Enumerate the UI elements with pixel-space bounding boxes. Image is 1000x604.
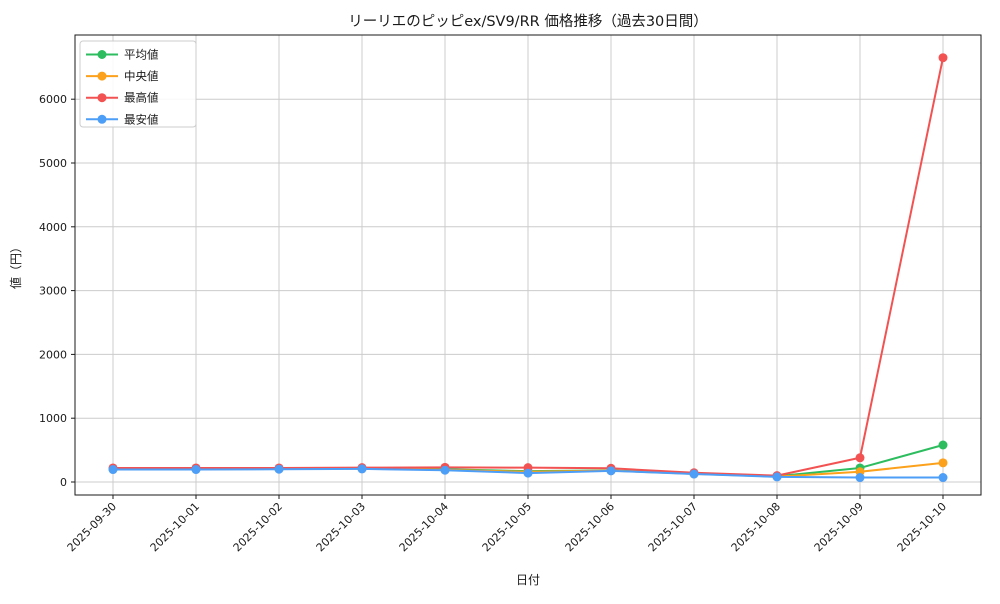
x-tick-label: 2025-09-30 — [65, 500, 119, 554]
data-point — [938, 53, 948, 63]
y-tick-label: 4000 — [39, 221, 67, 234]
data-point — [938, 458, 948, 468]
y-tick-label: 1000 — [39, 412, 67, 425]
legend-label: 平均値 — [124, 48, 159, 62]
x-tick-labels: 2025-09-30 2025-10-01 2025-10-02 2025-10-03… — [65, 500, 949, 554]
axis-ticks — [71, 98, 944, 499]
x-tick-label: 2025-10-07 — [646, 500, 700, 554]
grid-lines — [75, 35, 981, 495]
data-point — [938, 440, 948, 450]
legend-label: 最安値 — [124, 112, 159, 126]
data-point — [523, 468, 533, 478]
x-tick-label: 2025-10-09 — [812, 500, 866, 554]
data-point — [357, 464, 367, 474]
x-tick-label: 2025-10-05 — [480, 500, 534, 554]
x-tick-label: 2025-10-06 — [563, 500, 617, 554]
data-point — [855, 453, 865, 463]
y-tick-label: 2000 — [39, 348, 67, 361]
data-series — [108, 53, 948, 483]
legend-box — [79, 40, 197, 128]
data-point — [772, 472, 782, 482]
legend-dot-marker — [97, 114, 107, 124]
legend-dot-marker — [97, 71, 107, 81]
y-tick-label: 5000 — [39, 157, 67, 170]
chart-title: リーリエのピッピex/SV9/RR 価格推移（過去30日間） — [348, 13, 708, 30]
y-tick-labels: 0 1000 2000 3000 4000 5000 6000 — [39, 93, 67, 489]
legend-dot-marker — [97, 93, 107, 103]
data-point — [606, 466, 616, 476]
series-最安値 — [108, 464, 948, 483]
data-point — [855, 473, 865, 483]
data-point — [440, 465, 450, 475]
x-tick-label: 2025-10-01 — [148, 500, 202, 554]
y-tick-label: 3000 — [39, 285, 67, 298]
x-tick-label: 2025-10-02 — [231, 500, 285, 554]
y-tick-label: 0 — [60, 476, 67, 489]
data-point — [689, 469, 699, 479]
x-tick-label: 2025-10-10 — [895, 500, 949, 554]
data-point — [108, 465, 118, 475]
legend-dot-marker — [97, 50, 107, 59]
y-tick-label: 6000 — [39, 93, 67, 106]
y-axis-label: 値（円） — [8, 241, 23, 289]
legend-label: 最高値 — [124, 91, 159, 105]
data-point — [938, 473, 948, 483]
x-tick-label: 2025-10-04 — [397, 500, 451, 554]
legend-label: 中央値 — [124, 69, 159, 83]
x-tick-label: 2025-10-03 — [314, 500, 368, 554]
data-point — [274, 464, 284, 474]
x-tick-label: 2025-10-08 — [729, 500, 783, 554]
x-axis-label: 日付 — [516, 573, 540, 587]
data-point — [191, 465, 201, 475]
